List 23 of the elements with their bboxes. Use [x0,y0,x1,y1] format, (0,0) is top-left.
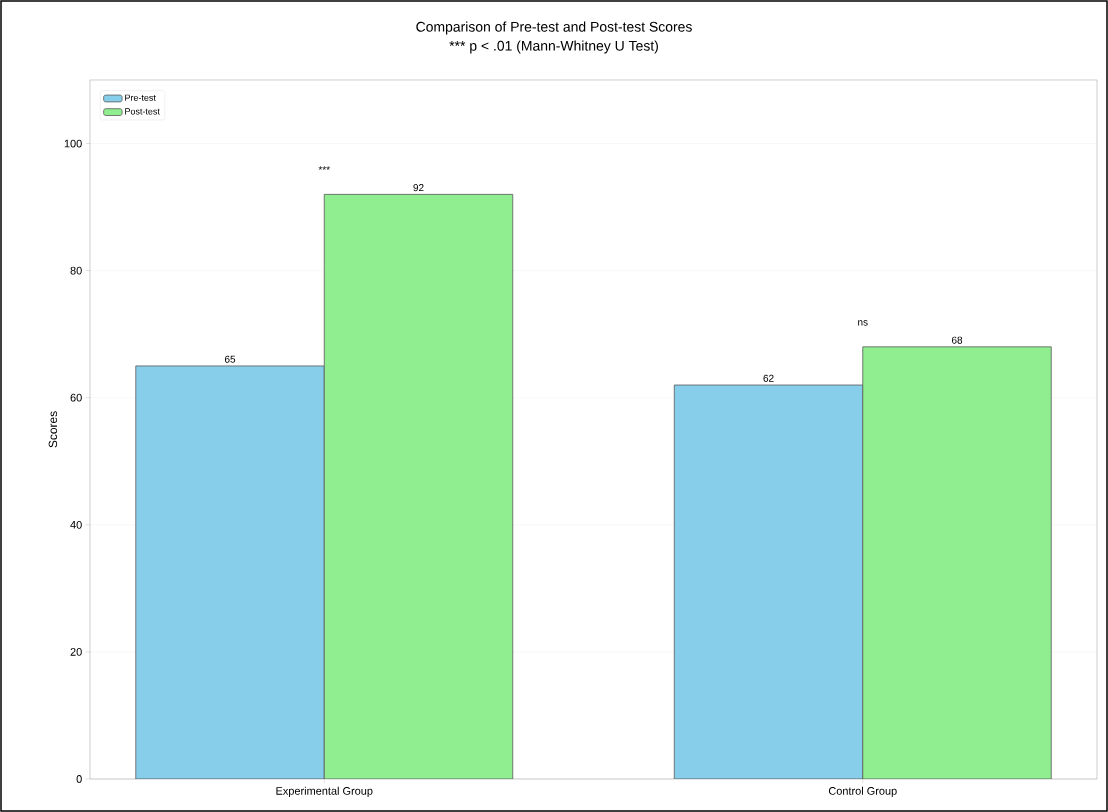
y-tick-label: 100 [64,139,82,148]
bar [323,193,514,779]
chart-subtitle: *** p < .01 (Mann-Whitney U Test) [449,40,658,54]
bar [135,365,325,779]
bar [673,384,864,779]
data-label: 65 [224,355,236,363]
chart-title: Comparison of Pre-test and Post-test Scores [416,21,692,35]
y-tick-label: 20 [70,648,82,656]
annotation: *** [318,166,330,170]
y-tick-label: 60 [70,393,82,402]
data-label: 68 [951,336,963,344]
data-label: 92 [413,184,424,192]
y-tick-label: 80 [70,266,82,275]
data-label: 62 [763,374,774,382]
y-tick-label: 0 [76,775,82,783]
legend-label: Post-test [125,108,160,115]
x-tick-label: Control Group [828,786,897,797]
legend-label: Pre-test [125,94,156,101]
bar [862,346,1052,779]
x-tick-label: Experimental Group [276,786,373,797]
y-axis-title: Scores [48,411,58,448]
annotation: ns [858,320,868,326]
y-tick-label: 40 [70,520,82,529]
